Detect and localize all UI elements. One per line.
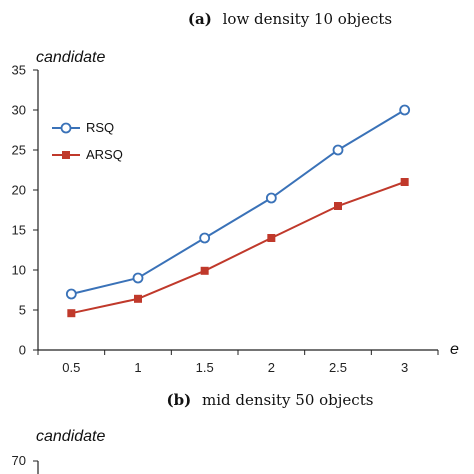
y-tick-label-a-25: 25: [12, 143, 26, 158]
series-line-arsq: [71, 181, 406, 315]
legend-marker-arsq: [62, 151, 70, 159]
caption-b: (b) mid density 50 objects: [167, 391, 374, 409]
x-tick-label-a-2: 2: [268, 360, 275, 375]
series-line-rsq: [71, 109, 406, 295]
y-axis-title-a: candidate: [36, 49, 105, 66]
caption-a-title: low density 10 objects: [223, 10, 392, 28]
point-rsq-2.5: [332, 144, 344, 156]
point-arsq-2: [267, 234, 276, 242]
y-axis-title-b: candidate: [36, 428, 105, 445]
caption-a-tag: (a): [188, 10, 212, 28]
caption-b-tag: (b): [167, 391, 192, 409]
x-tick-label-a-1: 1: [134, 360, 141, 375]
point-rsq-3: [399, 104, 411, 116]
caption-a: (a) low density 10 objects: [188, 10, 392, 28]
point-rsq-0.5: [65, 288, 77, 300]
point-rsq-1: [132, 272, 144, 284]
caption-b-title: mid density 50 objects: [202, 391, 373, 409]
legend-label-arsq: ARSQ: [86, 147, 123, 162]
point-rsq-1.5: [199, 232, 211, 244]
point-arsq-1: [134, 294, 142, 303]
point-arsq-0.5: [67, 309, 76, 318]
point-rsq-2: [265, 192, 277, 204]
x-tick-label-a-1.5: 1.5: [196, 360, 214, 375]
point-arsq-2.5: [334, 202, 342, 210]
x-tick-label-a-3: 3: [401, 360, 408, 375]
y-tick-label-a-15: 15: [12, 223, 26, 238]
x-tick-label-a-2.5: 2.5: [329, 360, 347, 375]
x-tick-label-a-0.5: 0.5: [62, 360, 80, 375]
point-arsq-1.5: [200, 266, 209, 275]
legend-marker-rsq: [60, 122, 72, 134]
legend-a: RSQ ARSQ: [52, 120, 123, 162]
x-axis-title-a: e: [450, 341, 459, 358]
y-tick-label-a-35: 35: [12, 63, 26, 78]
y-tick-label-a-10: 10: [12, 263, 26, 278]
y-tick-label-a-5: 5: [19, 303, 26, 318]
y-tick-label-a-30: 30: [12, 103, 26, 118]
y-tick-label-a-0: 0: [19, 343, 26, 358]
legend-label-rsq: RSQ: [86, 120, 114, 135]
y-tick-label-a-20: 20: [12, 183, 26, 198]
point-arsq-3: [400, 178, 409, 186]
y-tick-label-b-70: 70: [12, 453, 26, 468]
